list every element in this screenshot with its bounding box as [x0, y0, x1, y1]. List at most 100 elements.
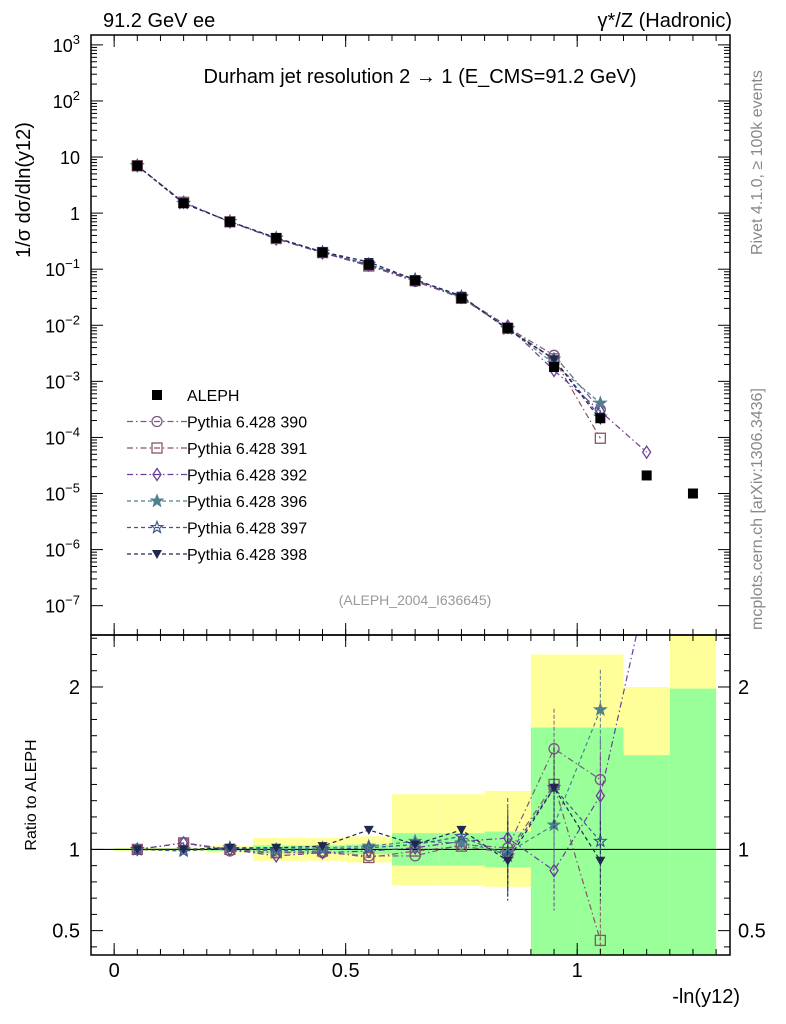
- data-point: [549, 362, 560, 373]
- legend-marker: [149, 493, 165, 508]
- y-tick-exponent: −3: [65, 368, 80, 383]
- series-marker-ratio: [456, 825, 467, 835]
- ratio-y-tick-label-right: 0.5: [738, 921, 766, 943]
- ratio-y-tick-label-left: 1: [69, 839, 80, 861]
- analysis-tag: (ALEPH_2004_I636645): [339, 592, 492, 608]
- y-tick-base: 10: [53, 92, 73, 112]
- series-marker-ratio: [361, 838, 377, 853]
- series-marker-ratio: [592, 701, 608, 717]
- y-tick-base: 10: [45, 428, 65, 448]
- stat-uncertainty-band: [669, 688, 717, 955]
- rivet-label: Rivet 4.1.0, ≥ 100k events: [749, 70, 766, 255]
- legend-marker: [152, 550, 162, 559]
- y-tick-label: 1: [70, 204, 80, 224]
- y-tick-base: 10: [45, 485, 65, 505]
- y-tick-exponent: 3: [73, 32, 80, 47]
- y-tick-label: 10−3: [45, 368, 80, 392]
- series-marker-ratio: [549, 783, 560, 793]
- data-point: [595, 413, 606, 424]
- y-tick-exponent: −1: [65, 256, 80, 271]
- ratio-y-tick-label-right: 1: [738, 839, 749, 861]
- main-series-layer: [129, 157, 652, 460]
- legend-label: Pythia 6.428 396: [187, 494, 307, 511]
- main-plot-frame: [90, 34, 731, 636]
- legend-label-data: ALEPH: [187, 388, 239, 405]
- ratio-y-tick-label-right: 2: [738, 677, 749, 699]
- x-axis-label: -ln(y12): [672, 986, 740, 1008]
- y-tick-label: 10−5: [45, 481, 80, 505]
- legend-label: Pythia 6.428 398: [187, 547, 307, 564]
- ratio-plot-frame: [90, 634, 731, 956]
- chart-title: Durham jet resolution 2 → 1 (E_CMS=91.2 …: [204, 66, 637, 88]
- series-marker-ratio: [132, 845, 143, 855]
- y-tick-base: 10: [45, 597, 65, 617]
- stat-uncertainty-band: [623, 755, 670, 955]
- uncertainty-bands: [114, 635, 717, 955]
- series-marker-ratio: [268, 843, 284, 858]
- data-points: [132, 160, 698, 499]
- ratio-series-layer: [129, 584, 651, 955]
- series-line-main: [136, 165, 648, 453]
- series-marker-ratio: [363, 851, 375, 864]
- x-tick-label: 0: [109, 960, 120, 982]
- series-marker-main: [641, 445, 652, 460]
- data-point: [363, 259, 374, 270]
- series-marker-main: [549, 355, 560, 365]
- y-tick-exponent: −2: [65, 312, 80, 327]
- data-point: [456, 293, 467, 304]
- header-right: γ*/Z (Hadronic): [598, 10, 732, 32]
- ratio-y-axis-label: Ratio to ALEPH: [23, 739, 40, 850]
- header-left: 91.2 GeV ee: [103, 10, 215, 32]
- data-point: [271, 232, 282, 243]
- main-y-axis-label: 1/σ dσ/dln(y12): [13, 122, 35, 258]
- series-marker-ratio: [315, 841, 330, 856]
- legend-label: Pythia 6.428 391: [187, 441, 307, 458]
- legend-label: Pythia 6.428 392: [187, 468, 307, 485]
- y-tick-base: 10: [45, 316, 65, 336]
- series-line-main: [136, 165, 601, 421]
- series-marker-ratio: [643, 584, 651, 596]
- series-marker-ratio: [317, 842, 328, 852]
- legend-label: Pythia 6.428 390: [187, 415, 307, 432]
- mcplots-label: mcplots.cern.ch [arXiv:1306.3436]: [749, 388, 766, 630]
- plot-frames: [90, 34, 731, 956]
- y-tick-exponent: 2: [73, 88, 80, 103]
- series-marker-ratio: [178, 845, 189, 855]
- series-marker-main: [592, 395, 608, 410]
- y-tick-label: 102: [53, 88, 80, 112]
- series-marker-main: [594, 432, 606, 444]
- y-tick-base: 10: [45, 541, 65, 561]
- y-tick-label: 10−6: [45, 537, 80, 561]
- series-marker-ratio: [271, 843, 282, 853]
- data-point: [132, 160, 143, 171]
- y-tick-base: 10: [53, 36, 73, 56]
- y-tick-exponent: −6: [65, 537, 80, 552]
- data-point: [687, 488, 698, 499]
- y-tick-label: 103: [53, 32, 80, 56]
- y-tick-label: 10−4: [45, 424, 80, 448]
- y-tick-label: 10: [60, 148, 80, 168]
- series-marker-ratio: [595, 856, 606, 866]
- data-point: [317, 247, 328, 258]
- series-marker-ratio: [454, 835, 469, 850]
- x-tick-label: 0.5: [332, 960, 360, 982]
- legend-marker: [149, 519, 165, 534]
- y-tick-label: 10−1: [45, 256, 80, 280]
- ratio-y-tick-label-left: 0.5: [52, 921, 80, 943]
- legend-label: Pythia 6.428 397: [187, 521, 307, 538]
- series-marker-ratio: [410, 840, 421, 850]
- series-line-main: [136, 165, 601, 410]
- y-tick-label: 10−7: [45, 593, 80, 617]
- legend-marker: [152, 467, 162, 482]
- series-marker-ratio: [454, 828, 469, 843]
- y-tick-exponent: −5: [65, 481, 80, 496]
- y-tick-label: 10−2: [45, 312, 80, 336]
- series-marker-ratio: [224, 843, 235, 853]
- y-tick-exponent: −4: [65, 424, 80, 439]
- legend-marker: [151, 415, 163, 428]
- axis-ticks: 0 0.5 110310210110−110−210−310−410−510−610…: [45, 32, 766, 982]
- y-tick-base: 10: [45, 372, 65, 392]
- data-point: [410, 275, 421, 286]
- series-marker-ratio: [361, 840, 377, 854]
